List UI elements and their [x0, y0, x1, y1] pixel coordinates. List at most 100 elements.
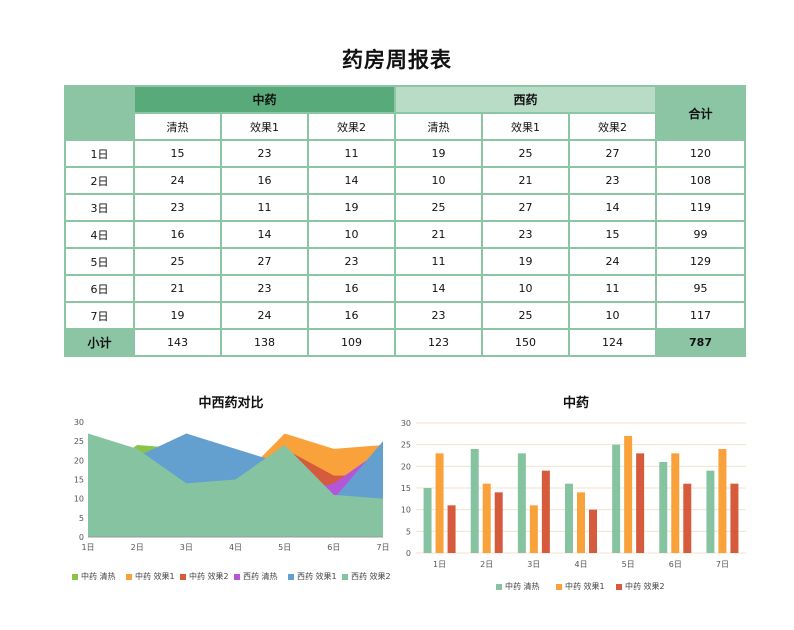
value-cell: 24	[568, 247, 657, 276]
bar	[565, 483, 573, 553]
subtotal-cell: 150	[481, 328, 570, 357]
sub-header: 效果1	[220, 112, 309, 141]
subtotal-cell: 109	[307, 328, 396, 357]
legend-swatch	[180, 574, 186, 580]
bar	[470, 449, 479, 553]
y-tick-label: 20	[74, 456, 84, 465]
x-tick-label: 2日	[131, 543, 144, 552]
value-cell: 14	[394, 274, 483, 303]
weekly-report-table: 中药 西药 合计 清热 效果1 效果2 清热 效果1 效果2 1日 15 23 11 1…	[64, 85, 746, 357]
bar	[636, 453, 645, 553]
bar	[517, 453, 526, 553]
bar	[659, 462, 668, 553]
value-cell: 11	[307, 139, 396, 168]
value-cell: 10	[394, 166, 483, 195]
legend-label: 西药 效果2	[351, 571, 391, 581]
y-tick-label: 30	[74, 418, 84, 427]
bar-chart-title: 中药	[562, 396, 589, 411]
legend-swatch	[72, 574, 78, 580]
y-tick-label: 30	[401, 419, 411, 428]
bar	[423, 488, 432, 553]
legend-label: 西药 效果1	[297, 571, 337, 581]
value-cell: 21	[481, 166, 570, 195]
subtotal-cell: 124	[568, 328, 657, 357]
row-total: 108	[655, 166, 746, 195]
value-cell: 10	[568, 301, 657, 330]
value-cell: 24	[133, 166, 222, 195]
value-cell: 14	[568, 193, 657, 222]
day-label: 5日	[64, 247, 135, 276]
legend-label: 西药 清热	[243, 571, 278, 581]
bar	[447, 505, 456, 553]
day-label: 6日	[64, 274, 135, 303]
subtotal-cell: 143	[133, 328, 222, 357]
value-cell: 27	[481, 193, 570, 222]
row-total: 129	[655, 247, 746, 276]
value-cell: 16	[307, 301, 396, 330]
value-cell: 10	[481, 274, 570, 303]
value-cell: 19	[133, 301, 222, 330]
grand-total: 787	[655, 328, 746, 357]
x-tick-label: 1日	[81, 543, 94, 552]
x-tick-label: 5日	[622, 560, 635, 569]
y-tick-label: 15	[401, 484, 411, 493]
y-tick-label: 10	[74, 495, 84, 504]
legend-swatch	[556, 584, 562, 590]
x-tick-label: 6日	[327, 543, 340, 552]
legend-label: 中药 效果2	[189, 571, 229, 581]
legend-label: 中药 效果1	[135, 571, 175, 581]
bar	[706, 470, 715, 553]
bar	[624, 436, 633, 553]
table-row: 3日 23 11 19 25 27 14 119	[64, 193, 746, 222]
value-cell: 10	[307, 220, 396, 249]
row-total: 95	[655, 274, 746, 303]
group-header-western-medicine: 西药	[394, 85, 657, 114]
day-label: 1日	[64, 139, 135, 168]
value-cell: 16	[220, 166, 309, 195]
bar	[671, 453, 680, 553]
legend-swatch	[288, 574, 294, 580]
legend-swatch	[126, 574, 132, 580]
sub-header: 清热	[394, 112, 483, 141]
value-cell: 14	[220, 220, 309, 249]
row-total: 117	[655, 301, 746, 330]
value-cell: 23	[394, 301, 483, 330]
value-cell: 25	[481, 301, 570, 330]
bar	[612, 444, 621, 553]
x-tick-label: 3日	[180, 543, 193, 552]
legend-swatch	[342, 574, 348, 580]
value-cell: 21	[394, 220, 483, 249]
x-tick-label: 4日	[229, 543, 242, 552]
value-cell: 23	[307, 247, 396, 276]
value-cell: 11	[220, 193, 309, 222]
value-cell: 19	[481, 247, 570, 276]
x-tick-label: 7日	[376, 543, 389, 552]
value-cell: 23	[220, 274, 309, 303]
bar	[435, 453, 444, 553]
legend-label: 中药 清热	[505, 581, 540, 591]
value-cell: 23	[568, 166, 657, 195]
value-cell: 25	[481, 139, 570, 168]
table-row: 5日 25 27 23 11 19 24 129	[64, 247, 746, 276]
value-cell: 24	[220, 301, 309, 330]
value-cell: 27	[568, 139, 657, 168]
value-cell: 16	[133, 220, 222, 249]
sub-header: 清热	[133, 112, 222, 141]
subtotal-cell: 123	[394, 328, 483, 357]
legend-swatch	[496, 584, 502, 590]
y-tick-label: 5	[406, 527, 411, 536]
area-chart-title: 中西药对比	[198, 396, 264, 411]
value-cell: 15	[133, 139, 222, 168]
x-tick-label: 6日	[669, 560, 682, 569]
value-cell: 23	[133, 193, 222, 222]
value-cell: 15	[568, 220, 657, 249]
y-tick-label: 5	[79, 514, 84, 523]
value-cell: 11	[568, 274, 657, 303]
value-cell: 25	[133, 247, 222, 276]
corner-cell	[64, 85, 135, 141]
bar	[482, 483, 491, 553]
row-total: 99	[655, 220, 746, 249]
legend-swatch	[616, 584, 622, 590]
day-label: 2日	[64, 166, 135, 195]
